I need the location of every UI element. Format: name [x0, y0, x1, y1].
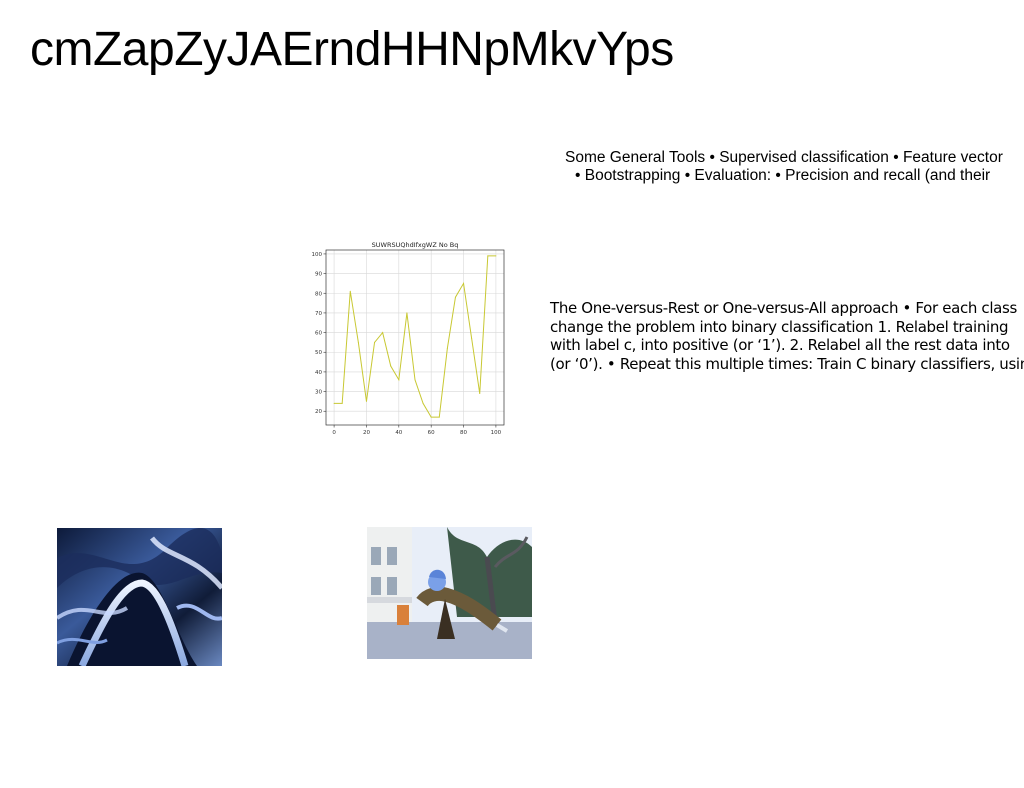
line-chart: SUWRSUQhdIfxgWZ No Bq 0 20 40 60 80 100 20 30 40… — [312, 241, 505, 436]
x-tick-label: 100 — [491, 430, 502, 436]
y-tick-label: 70 — [315, 311, 322, 317]
ovr-line-3: with label c, into positive (or ‘1’). 2.… — [550, 336, 1010, 354]
y-tick-label: 80 — [315, 291, 322, 297]
bullets-line-2: • Bootstrapping • Evaluation: • Precisio… — [575, 167, 991, 184]
y-tick-label: 40 — [315, 370, 322, 376]
general-tools-text: Some General Tools • Supervised classifi… — [565, 149, 1024, 185]
plot-frame — [325, 249, 505, 426]
x-tick-label: 60 — [428, 430, 435, 436]
data-point — [479, 393, 481, 395]
street-photo-image — [367, 527, 532, 659]
y-tick-label: 50 — [315, 350, 322, 356]
data-point — [341, 402, 343, 404]
chart-title: SUWRSUQhdIfxgWZ No Bq — [372, 241, 459, 249]
ovr-line-1: The One-versus-Rest or One-versus-All ap… — [550, 299, 1017, 317]
y-tick-label: 100 — [312, 252, 323, 258]
ovr-line-2: change the problem into binary classific… — [550, 317, 1009, 336]
x-tick-label: 20 — [363, 430, 370, 436]
data-point — [430, 416, 432, 418]
one-vs-rest-text: The One-versus-Rest or One-versus-All ap… — [550, 299, 1024, 373]
series-line-0 — [334, 255, 496, 418]
data-point — [414, 379, 416, 381]
data-point — [487, 255, 489, 257]
x-tick-label: 0 — [332, 430, 336, 436]
data-point — [357, 341, 359, 343]
data-point — [495, 255, 497, 257]
slide-title: cmZapZyJAErndHHNpMkvYps — [30, 23, 674, 76]
ovr-line-4: (or ‘0’). • Repeat this multiple times: … — [550, 354, 1024, 373]
y-tick-label: 20 — [315, 409, 322, 415]
x-tick-label: 40 — [395, 430, 402, 436]
data-point — [463, 282, 465, 284]
y-tick-label: 60 — [315, 331, 322, 337]
data-point — [446, 347, 448, 349]
data-point — [374, 341, 376, 343]
data-point — [471, 337, 473, 339]
bullets-line-1: Some General Tools • Supervised classifi… — [565, 149, 1003, 166]
data-point — [454, 296, 456, 298]
abstract-chrome-image — [57, 528, 222, 666]
y-tick-label: 30 — [315, 390, 322, 396]
x-tick-label: 80 — [460, 430, 467, 436]
data-point — [333, 402, 335, 404]
data-point — [349, 290, 351, 292]
data-point — [390, 365, 392, 367]
data-point — [398, 379, 400, 381]
data-point — [438, 416, 440, 418]
data-point — [382, 332, 384, 334]
y-tick-label: 90 — [315, 272, 322, 278]
data-point — [365, 400, 367, 402]
data-point — [406, 312, 408, 314]
data-point — [422, 402, 424, 404]
